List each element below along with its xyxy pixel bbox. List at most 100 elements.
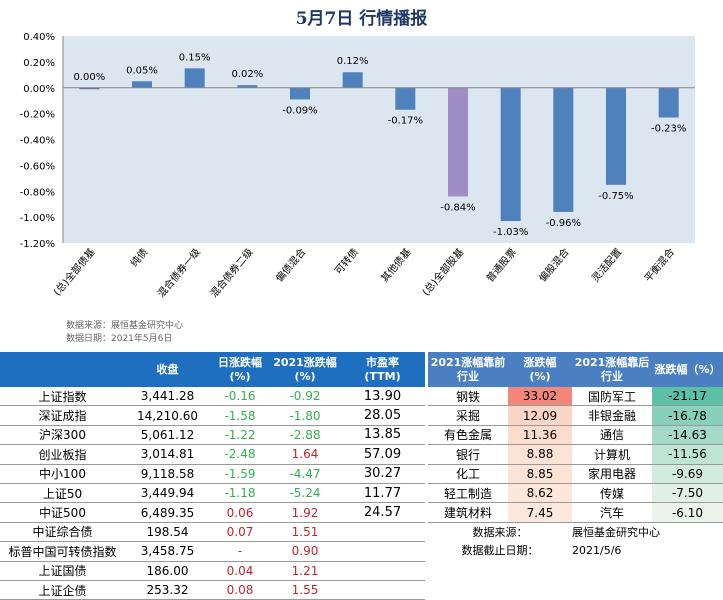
- ytd-change: 0.90: [270, 541, 340, 562]
- ytd-change: 1.92: [270, 502, 340, 523]
- table-row: 采掘 12.09 非银金融 -16.78: [428, 405, 723, 426]
- daily-change: -1.58: [210, 405, 270, 426]
- bar: [237, 85, 258, 88]
- date-value: 2021/5/6: [572, 543, 622, 557]
- y-tick-label: 0.00%: [23, 84, 55, 95]
- y-tick-label: -0.20%: [20, 110, 55, 121]
- pe-ttm: [340, 561, 425, 581]
- table-row: 深证成指 14,210.60 -1.58 -1.80 28.05: [0, 405, 425, 426]
- top-change: 8.85: [508, 464, 572, 484]
- top-industry: 建筑材料: [428, 502, 508, 523]
- index-name: 上证指数: [0, 387, 125, 407]
- ytd-change: 1.64: [270, 444, 340, 465]
- daily-change: -0.16: [210, 387, 270, 407]
- bar: [395, 87, 416, 110]
- y-tick-label: -0.40%: [20, 136, 55, 147]
- index-name: 中证500: [0, 502, 125, 523]
- bottom-industry: 汽车: [572, 502, 652, 523]
- plot-area: [63, 36, 695, 243]
- close: 6,489.35: [125, 502, 210, 523]
- x-tick-label: 纯债: [127, 246, 150, 270]
- x-tick-label: 偏债混合: [273, 246, 309, 285]
- bottom-change: -16.78: [652, 405, 723, 426]
- data-label: -1.03%: [493, 227, 528, 238]
- pe-ttm: 24.57: [340, 502, 425, 523]
- index-name: 中证综合债: [0, 522, 125, 543]
- ytd-change: -1.80: [270, 405, 340, 426]
- close: 3,441.28: [125, 387, 210, 407]
- table-row: 中证500 6,489.35 0.06 1.92 24.57: [0, 502, 425, 523]
- bottom-change: -6.10: [652, 502, 723, 523]
- table-row: 沪深300 5,061.12 -1.22 -2.88 13.85: [0, 425, 425, 446]
- table-row: 有色金属 11.36 通信 -14.63: [428, 425, 723, 446]
- x-tick-label: (总)全部股基: [419, 246, 466, 299]
- data-label: 0.15%: [179, 52, 211, 63]
- top-change: 7.45: [508, 502, 572, 523]
- table-row: 中小100 9,118.58 -1.59 -4.47 30.27: [0, 464, 425, 484]
- y-tick-label: -0.60%: [20, 161, 55, 172]
- close: 5,061.12: [125, 425, 210, 446]
- column-header: 收盘: [125, 352, 210, 387]
- table-row: 上证50 3,449.94 -1.18 -5.24 11.77: [0, 483, 425, 504]
- top-change: 33.02: [508, 387, 572, 407]
- x-tick-label: 平衡混合: [641, 246, 677, 285]
- close: 3,014.81: [125, 444, 210, 465]
- x-tick-label: 其他债基: [378, 246, 414, 285]
- index-name: 上证50: [0, 483, 125, 504]
- bottom-industry: 非银金融: [572, 405, 652, 426]
- x-tick-label: 偏股混合: [536, 246, 572, 285]
- bottom-change: -21.17: [652, 387, 723, 407]
- index-name: 沪深300: [0, 425, 125, 446]
- bar: [658, 87, 679, 118]
- pe-ttm: 30.27: [340, 464, 425, 484]
- top-industry: 钢铁: [428, 387, 508, 407]
- data-label: -0.84%: [440, 202, 475, 213]
- daily-change: -1.18: [210, 483, 270, 504]
- top-industry: 轻工制造: [428, 483, 508, 504]
- date-label: 数据截止日期：: [461, 544, 539, 558]
- top-industry: 有色金属: [428, 425, 508, 446]
- table-row: 化工 8.85 家用电器 -9.69: [428, 464, 723, 484]
- bar: [448, 87, 468, 197]
- index-name: 创业板指: [0, 444, 125, 465]
- pe-ttm: 57.09: [340, 444, 425, 465]
- table-row: 轻工制造 8.62 传媒 -7.50: [428, 483, 723, 504]
- column-header: 2021涨幅靠后 行业: [572, 352, 652, 387]
- bar: [606, 87, 626, 185]
- bottom-industry: 计算机: [572, 444, 652, 465]
- bar: [553, 87, 574, 212]
- column-header: 涨跌幅（%）: [652, 352, 723, 387]
- pe-ttm: 28.05: [340, 405, 425, 426]
- data-label: 0.00%: [73, 72, 105, 83]
- top-industry: 化工: [428, 464, 508, 484]
- close: 198.54: [125, 522, 210, 543]
- pe-ttm: [340, 522, 425, 543]
- top-industry: 银行: [428, 444, 508, 465]
- bottom-change: -14.63: [652, 425, 723, 446]
- bar: [132, 81, 152, 88]
- top-industry: 采掘: [428, 405, 508, 426]
- column-header: 涨跌幅 (%): [508, 352, 572, 387]
- bar: [290, 87, 310, 100]
- data-label: -0.75%: [598, 191, 633, 202]
- x-tick-label: 灵活配置: [589, 246, 624, 284]
- data-label: -0.09%: [282, 105, 317, 116]
- x-tick-label: (总)全部债基: [51, 246, 98, 299]
- data-label: 0.12%: [337, 56, 369, 67]
- bottom-change: -11.56: [652, 444, 723, 465]
- ytd-change: -2.88: [270, 425, 340, 446]
- bar-chart: 0.40% 0.20% 0.00% -0.20% -0.40% -0.60% -0.80% -…: [20, 32, 695, 300]
- y-tick-label: -1.00%: [20, 213, 55, 224]
- column-header: 2021涨跌幅 (%): [270, 352, 340, 387]
- index-name: 标普中国可转债指数: [0, 541, 125, 562]
- data-label: -0.96%: [546, 218, 581, 229]
- source-value: 展恒基金研究中心: [572, 525, 660, 539]
- index-table: 收盘 日涨跌幅 (%) 2021涨跌幅 (%) 市盈率 (TTM) 上证指数 3,441.28-…: [0, 352, 425, 600]
- data-label: 0.02%: [231, 69, 263, 80]
- x-tick-label: 混合债券一级: [154, 246, 203, 300]
- daily-change: -1.22: [210, 425, 270, 446]
- column-header: 2021涨幅靠前 行业: [428, 352, 508, 387]
- bottom-change: -7.50: [652, 483, 723, 504]
- table-row: 银行 8.88 计算机 -11.56: [428, 444, 723, 465]
- daily-change: 0.04: [210, 561, 270, 581]
